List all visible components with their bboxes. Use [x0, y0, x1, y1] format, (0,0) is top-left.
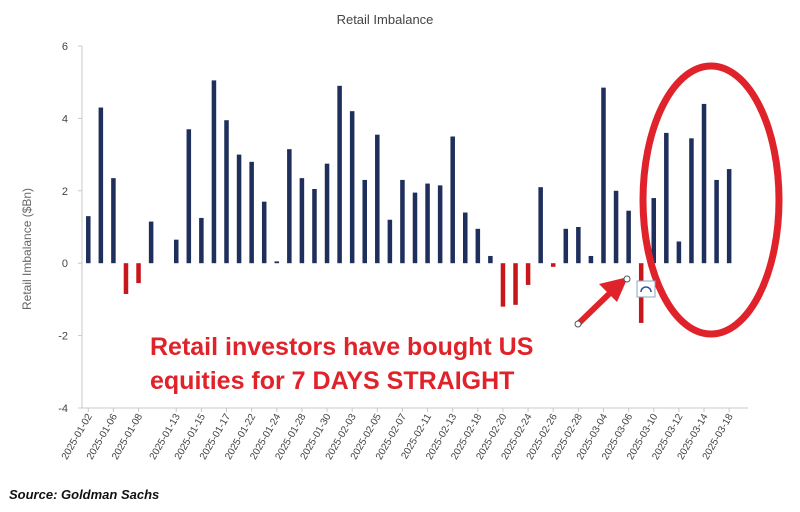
bar-2025-01-23 — [261, 201, 267, 264]
bar-2025-01-21 — [236, 154, 242, 264]
highlight-ellipse — [639, 62, 783, 338]
bar-2025-03-18 — [726, 169, 732, 264]
bar-2025-03-12 — [676, 241, 682, 264]
bar-2025-01-24 — [274, 261, 280, 264]
source-label: Source: Goldman Sachs — [9, 487, 160, 502]
bar-2025-01-29 — [312, 188, 317, 264]
bar-2025-03-13 — [689, 138, 694, 264]
y-tick-label: 4 — [62, 113, 68, 125]
rotate-arc-icon — [640, 286, 652, 293]
y-tick-label: 2 — [62, 186, 68, 198]
bar-2025-02-25 — [538, 187, 543, 264]
y-tick-label: 6 — [62, 41, 68, 53]
bar-2025-01-27 — [287, 149, 292, 264]
bar-2025-01-14 — [186, 129, 192, 264]
bar-2025-01-08 — [136, 263, 141, 284]
bar-2025-03-05 — [613, 190, 619, 264]
bar-2025-03-04 — [601, 87, 606, 264]
chart-title: Retail Imbalance — [336, 12, 434, 27]
rotate-handle-icon — [636, 280, 656, 298]
bar-2025-02-14 — [463, 212, 468, 264]
annotation-callout: Retail investors have bought US equities… — [150, 330, 533, 398]
callout-line-1: Retail investors have bought US — [150, 333, 534, 361]
bar-2025-03-03 — [588, 255, 594, 264]
bar-2025-02-26 — [550, 263, 556, 267]
bar-2025-03-06 — [626, 210, 631, 264]
y-tick-label: -2 — [58, 331, 68, 343]
bar-2025-01-07 — [123, 263, 129, 294]
bar-2025-02-19 — [488, 255, 493, 264]
bar-2025-03-11 — [664, 132, 669, 264]
bar-2025-03-17 — [714, 179, 719, 264]
y-axis-label: Retail Imbalance ($Bn) — [20, 187, 34, 310]
bar-2025-02-27 — [563, 228, 569, 264]
bar-2025-01-13 — [173, 239, 179, 264]
bar-2025-01-09 — [148, 221, 154, 264]
bar-2025-02-28 — [576, 227, 581, 264]
bar-2025-02-07 — [400, 179, 405, 264]
bar-2025-01-30 — [324, 163, 330, 264]
bar-2025-02-24 — [525, 263, 531, 285]
bar-2025-01-02 — [86, 216, 91, 264]
bar-2025-02-12 — [437, 185, 443, 264]
bar-2025-02-03 — [349, 111, 355, 264]
bar-2025-01-16 — [211, 80, 217, 264]
arrow-handle-start — [574, 320, 582, 328]
bar-2025-03-14 — [701, 103, 707, 264]
bar-2025-02-21 — [513, 263, 518, 305]
arrow-handle-end — [623, 275, 631, 283]
arrow-shaft — [575, 290, 613, 327]
bar-2025-01-03 — [98, 107, 104, 264]
bar-2025-02-11 — [425, 183, 430, 264]
callout-line-2: equities for 7 DAYS STRAIGHT — [150, 367, 515, 395]
bar-2025-02-10 — [412, 192, 418, 264]
bar-2025-02-18 — [475, 228, 481, 264]
bar-2025-02-13 — [450, 136, 455, 264]
y-tick-label: -4 — [58, 403, 68, 415]
bar-2025-01-17 — [224, 120, 229, 264]
bar-2025-02-20 — [500, 263, 506, 307]
arrow-head — [599, 277, 628, 302]
y-tick-label: 0 — [62, 258, 68, 270]
bar-2025-01-06 — [111, 178, 116, 264]
bar-2025-02-05 — [375, 134, 380, 264]
bar-2025-03-10 — [651, 198, 657, 264]
bar-2025-02-04 — [362, 179, 367, 264]
bar-2025-01-28 — [299, 178, 305, 264]
bar-2025-02-06 — [387, 219, 393, 264]
bar-2025-01-15 — [199, 217, 204, 264]
bar-2025-01-31 — [337, 85, 342, 264]
bar-2025-01-22 — [249, 161, 254, 264]
